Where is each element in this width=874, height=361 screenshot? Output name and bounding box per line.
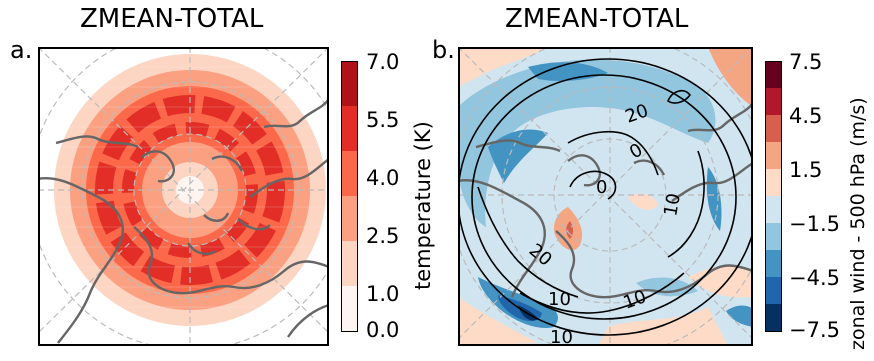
cb-b-tick-1: 4.5 bbox=[789, 104, 823, 128]
panel-a-colorbar bbox=[341, 61, 358, 332]
cb-a-tick-1: 5.5 bbox=[366, 108, 400, 132]
cb-a-tick-5: 0.0 bbox=[366, 318, 400, 342]
cb-a-tick-4: 1.0 bbox=[366, 282, 400, 306]
cb-a-seg-4 bbox=[341, 241, 358, 286]
cb-a-seg-0 bbox=[341, 61, 358, 106]
cb-b-tick-4: −4.5 bbox=[789, 266, 840, 290]
cb-b-seg-2 bbox=[765, 115, 782, 142]
cb-b-tick-5: −7.5 bbox=[789, 318, 840, 342]
contour-label-0b: 0 bbox=[596, 177, 607, 198]
cb-a-tick-0: 7.0 bbox=[366, 50, 400, 74]
cb-a-label: temperature (K) bbox=[411, 121, 435, 290]
panel-b-map: 20 0 0 10 20 10 10 10 bbox=[458, 47, 753, 346]
panel-a-label: a. bbox=[10, 36, 33, 64]
cb-b-seg-1 bbox=[765, 88, 782, 115]
panel-b-contours bbox=[458, 58, 753, 336]
cb-a-seg-1 bbox=[341, 106, 358, 151]
contour-label-10a: 10 bbox=[660, 192, 685, 218]
cb-a-tick-3: 2.5 bbox=[366, 224, 400, 248]
cb-b-seg-3 bbox=[765, 142, 782, 169]
panel-b-label: b. bbox=[432, 36, 455, 64]
cb-b-tick-2: 1.5 bbox=[789, 158, 823, 182]
contour-label-10b: 10 bbox=[548, 289, 571, 310]
panel-a-title: ZMEAN-TOTAL bbox=[80, 4, 264, 34]
cb-b-seg-9 bbox=[765, 304, 782, 332]
panel-a-map bbox=[38, 47, 329, 346]
cb-b-label: zonal wind - 500 hPa (m/s) bbox=[847, 97, 869, 350]
cb-b-seg-7 bbox=[765, 250, 782, 277]
cb-b-seg-8 bbox=[765, 277, 782, 304]
cb-a-seg-2 bbox=[341, 151, 358, 196]
cb-a-seg-5 bbox=[341, 286, 358, 332]
cb-b-seg-0 bbox=[765, 61, 782, 88]
panel-a-coastlines bbox=[38, 98, 329, 344]
contour-label-10d: 10 bbox=[550, 327, 573, 346]
panel-b-colorbar bbox=[765, 61, 782, 332]
cb-b-seg-6 bbox=[765, 223, 782, 250]
cb-b-tick-0: 7.5 bbox=[789, 50, 823, 74]
cb-b-seg-4 bbox=[765, 169, 782, 196]
cb-b-tick-3: −1.5 bbox=[789, 212, 840, 236]
cb-a-seg-3 bbox=[341, 196, 358, 241]
cb-a-tick-2: 4.0 bbox=[366, 166, 400, 190]
wind-anom-pos-1 bbox=[458, 47, 548, 87]
panel-b-title: ZMEAN-TOTAL bbox=[505, 4, 689, 34]
cb-b-seg-5 bbox=[765, 196, 782, 223]
